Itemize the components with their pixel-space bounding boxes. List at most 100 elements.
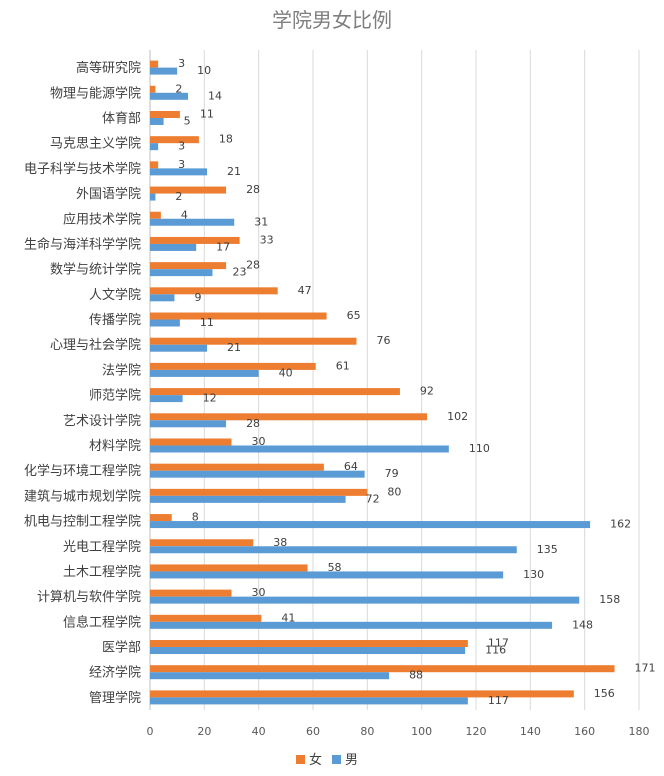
bar-female (150, 85, 156, 93)
bar-male (150, 697, 468, 705)
data-label-male: 12 (203, 392, 217, 405)
category-label: 电子科学与技术学院 (24, 161, 141, 177)
data-label-female: 30 (252, 586, 266, 599)
bar-female (150, 640, 468, 648)
data-label-male: 28 (246, 417, 260, 430)
data-label-female: 41 (281, 611, 295, 624)
bar-male (150, 445, 449, 453)
chart-title: 学院男女比例 (272, 8, 392, 32)
data-label-female: 64 (344, 460, 358, 473)
bar-male (150, 143, 159, 151)
bar-female (150, 564, 308, 572)
category-label: 人文学院 (89, 287, 141, 303)
data-label-male: 21 (227, 341, 241, 354)
data-label-female: 38 (273, 536, 287, 549)
bar-female (150, 211, 161, 219)
category-label: 马克思主义学院 (50, 136, 141, 152)
data-label-female: 30 (252, 435, 266, 448)
data-label-male: 31 (254, 215, 268, 228)
data-label-male: 88 (409, 669, 423, 682)
x-tick-label: 80 (360, 725, 374, 738)
data-label-female: 58 (328, 561, 342, 574)
category-label: 管理学院 (89, 690, 141, 706)
data-label-female: 8 (192, 511, 199, 524)
bar-male (150, 596, 580, 604)
data-label-male: 110 (469, 442, 490, 455)
category-label: 计算机与软件学院 (37, 589, 141, 605)
bar-female (150, 589, 232, 597)
data-label-female: 2 (175, 82, 182, 95)
data-label-male: 40 (279, 366, 293, 379)
category-label: 经济学院 (89, 665, 141, 681)
bar-male (150, 168, 208, 176)
data-label-female: 11 (200, 107, 214, 120)
x-tick-label: 20 (197, 725, 211, 738)
data-label-female: 171 (635, 662, 656, 675)
bar-female (150, 236, 240, 244)
data-label-female: 156 (594, 687, 615, 700)
bar-male (150, 647, 466, 655)
bar-female (150, 186, 227, 194)
data-label-female: 102 (447, 410, 468, 423)
data-label-female: 80 (387, 485, 401, 498)
data-label-male: 158 (599, 593, 620, 606)
bar-male (150, 218, 235, 226)
bar-male (150, 319, 180, 327)
category-label: 化学与环境工程学院 (24, 463, 141, 479)
legend-swatch-male (332, 755, 341, 764)
category-label: 物理与能源学院 (50, 85, 141, 101)
category-label: 传播学院 (89, 312, 141, 328)
category-label: 光电工程学院 (63, 539, 141, 555)
bar-male (150, 369, 259, 377)
category-label: 师范学院 (89, 388, 141, 404)
bar-male (150, 395, 183, 403)
legend-label-female: 女 (309, 752, 322, 768)
data-label-female: 18 (219, 133, 233, 146)
x-tick-label: 160 (574, 725, 595, 738)
data-label-male: 79 (385, 467, 399, 480)
category-label: 土木工程学院 (63, 564, 141, 580)
data-label-male: 5 (184, 114, 191, 127)
bar-female (150, 262, 227, 270)
data-label-female: 4 (181, 208, 188, 221)
x-tick-label: 60 (306, 725, 320, 738)
data-label-female: 33 (260, 233, 274, 246)
category-label: 体育部 (102, 110, 141, 126)
x-tick-label: 120 (466, 725, 487, 738)
bars (150, 60, 615, 705)
x-tick-label: 40 (252, 725, 266, 738)
data-label-female: 65 (347, 309, 361, 322)
data-label-male: 17 (216, 240, 230, 253)
category-label: 心理与社会学院 (50, 337, 141, 353)
data-label-female: 47 (298, 284, 312, 297)
bar-female (150, 463, 324, 471)
category-label: 艺术设计学院 (63, 413, 141, 429)
category-labels: 高等研究院物理与能源学院体育部马克思主义学院电子科学与技术学院外国语学院应用技术… (24, 60, 141, 706)
bar-male (150, 269, 213, 277)
data-label-male: 21 (227, 165, 241, 178)
data-label-male: 9 (194, 291, 201, 304)
bar-female (150, 413, 428, 421)
category-label: 建筑与城市规划学院 (24, 488, 141, 504)
bar-female (150, 337, 357, 345)
bar-male (150, 294, 175, 302)
data-label-female: 3 (178, 57, 185, 70)
bar-male (150, 521, 591, 529)
bar-female (150, 161, 159, 169)
legend: 女男 (296, 752, 358, 768)
data-label-male: 23 (232, 266, 246, 279)
data-label-female: 61 (336, 359, 350, 372)
category-label: 医学部 (102, 640, 141, 656)
bar-female (150, 539, 254, 547)
data-label-male: 72 (366, 492, 380, 505)
bar-male (150, 92, 189, 100)
bar-female (150, 362, 316, 370)
bar-male (150, 344, 208, 352)
bar-male (150, 117, 164, 125)
bar-female (150, 690, 574, 698)
x-tick-label: 180 (629, 725, 650, 738)
data-label-male: 117 (488, 694, 509, 707)
x-tick-label: 140 (520, 725, 541, 738)
data-label-female: 117 (488, 637, 509, 650)
data-label-female: 76 (376, 334, 390, 347)
